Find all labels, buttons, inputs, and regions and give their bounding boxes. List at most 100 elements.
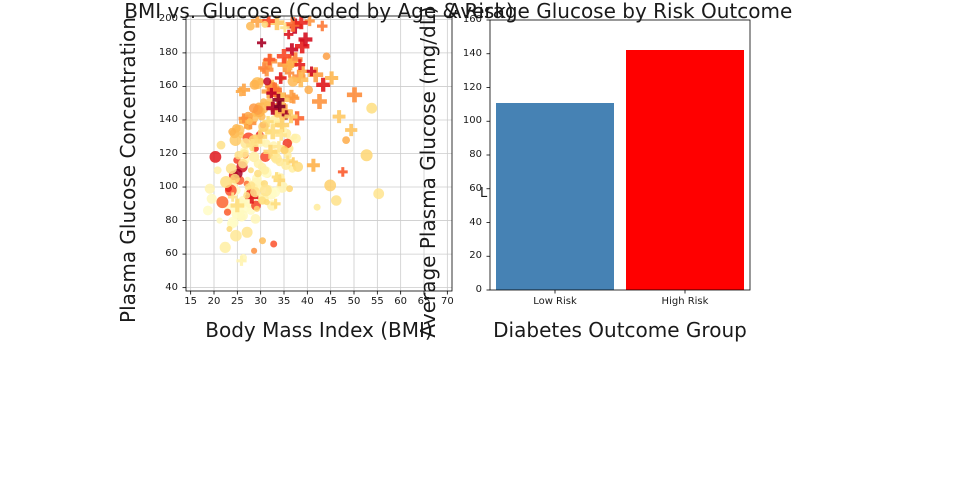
legend-fragment: L: [480, 186, 488, 201]
scatter-point: [263, 77, 272, 86]
scatter-point: [270, 155, 278, 162]
scatter-point: [206, 193, 217, 204]
scatter-point: [204, 183, 215, 194]
scatter-point-plus: [306, 158, 320, 172]
scatter-point: [223, 208, 232, 216]
scatter-point: [216, 217, 223, 224]
scatter-point: [216, 196, 229, 209]
scatter-point: [324, 179, 337, 192]
scatter-point: [213, 166, 222, 175]
scatter-point: [219, 241, 231, 253]
scatter-point: [280, 146, 289, 155]
scatter-point: [304, 85, 314, 95]
scatter-point-plus: [271, 172, 282, 182]
scatter-point-plus: [250, 16, 264, 28]
scatter-point-plus: [294, 16, 308, 30]
scatter-point: [246, 118, 253, 125]
scatter-point: [313, 203, 321, 211]
scatter-points-group: [203, 16, 385, 266]
bar-low-risk: [496, 103, 614, 290]
scatter-point-plus: [317, 20, 328, 32]
scatter-point-plus: [312, 94, 327, 109]
scatter-point: [220, 176, 233, 188]
bar-ylabel: Average Plasma Glucose (mg/dL): [416, 6, 440, 338]
scatter-point-plus: [332, 110, 346, 124]
bar-title: Average Glucose by Risk Outcome: [447, 0, 793, 23]
scatter-point: [261, 20, 269, 28]
scatter-point: [226, 226, 233, 232]
scatter-point-plus: [274, 72, 287, 84]
scatter-point-plus: [246, 139, 259, 152]
scatter-point: [286, 185, 293, 193]
scatter-point-plus: [325, 71, 339, 85]
scatter-point: [260, 151, 271, 162]
scatter-point: [244, 183, 252, 191]
scatter-point: [246, 21, 255, 31]
scatter-point-plus: [266, 88, 277, 99]
scatter-point: [291, 133, 301, 144]
scatter-point: [253, 205, 260, 212]
scatter-point-plus: [316, 77, 331, 92]
scatter-title: BMI vs. Glucose (Coded by Age & Risk): [124, 0, 514, 23]
scatter-point-plus: [284, 110, 298, 124]
scatter-point: [250, 214, 261, 224]
scatter-point-plus: [257, 38, 267, 48]
scatter-point-plus: [263, 53, 276, 66]
scatter-point: [243, 191, 251, 199]
scatter-ylabel: Plasma Glucose Concentration: [116, 17, 140, 323]
scatter-point: [259, 184, 272, 197]
scatter-point: [322, 52, 331, 60]
scatter-point-plus: [253, 129, 268, 144]
scatter-xlabel: Body Mass Index (BMI): [205, 318, 433, 342]
scatter-point-plus: [298, 32, 313, 47]
scatter-point: [249, 79, 260, 90]
scatter-point-plus: [283, 29, 294, 40]
scatter-point: [227, 216, 239, 228]
scatter-point: [251, 247, 258, 254]
scatter-point: [331, 195, 342, 206]
scatter-point-plus: [288, 92, 300, 104]
scatter-point-plus: [238, 113, 249, 124]
scatter-point: [248, 103, 259, 113]
scatter-point: [228, 127, 237, 136]
scatter-point: [292, 161, 304, 172]
scatter-point: [241, 226, 253, 238]
scatter-point: [360, 149, 373, 162]
scatter-point: [253, 159, 263, 169]
scatter-point-plus: [230, 198, 245, 213]
scatter-point-plus: [283, 155, 293, 165]
scatter-point: [342, 136, 350, 145]
scatter-point: [373, 188, 385, 200]
scatter-point: [230, 173, 240, 184]
scatter-point-plus: [274, 100, 286, 113]
scatter-point-plus: [293, 72, 309, 88]
scatter-point-plus: [345, 123, 358, 137]
scatter-point-plus: [263, 144, 278, 159]
scatter-point-plus: [265, 124, 281, 140]
bar-high-risk: [626, 50, 744, 290]
scatter-point: [259, 237, 266, 245]
scatter-point: [230, 229, 242, 242]
scatter-point: [225, 163, 237, 175]
scatter-point: [260, 166, 270, 175]
scatter-point-plus: [275, 129, 288, 141]
scatter-point: [216, 140, 226, 150]
scatter-point-plus: [280, 23, 290, 33]
bar-xlabel: Diabetes Outcome Group: [493, 318, 747, 342]
scatter-point: [239, 149, 249, 158]
scatter-point: [250, 187, 261, 198]
scatter-point-plus: [270, 198, 281, 209]
scatter-point: [237, 210, 248, 221]
scatter-point: [209, 151, 222, 163]
scatter-point-plus: [227, 192, 238, 202]
scatter-point-plus: [235, 86, 246, 97]
scatter-point-plus: [236, 255, 247, 266]
scatter-point: [247, 167, 254, 174]
scatter-point: [270, 240, 278, 248]
scatter-point: [366, 102, 378, 114]
scatter-point-plus: [276, 49, 292, 64]
scatter-point: [263, 199, 270, 206]
scatter-point-plus: [285, 43, 299, 56]
